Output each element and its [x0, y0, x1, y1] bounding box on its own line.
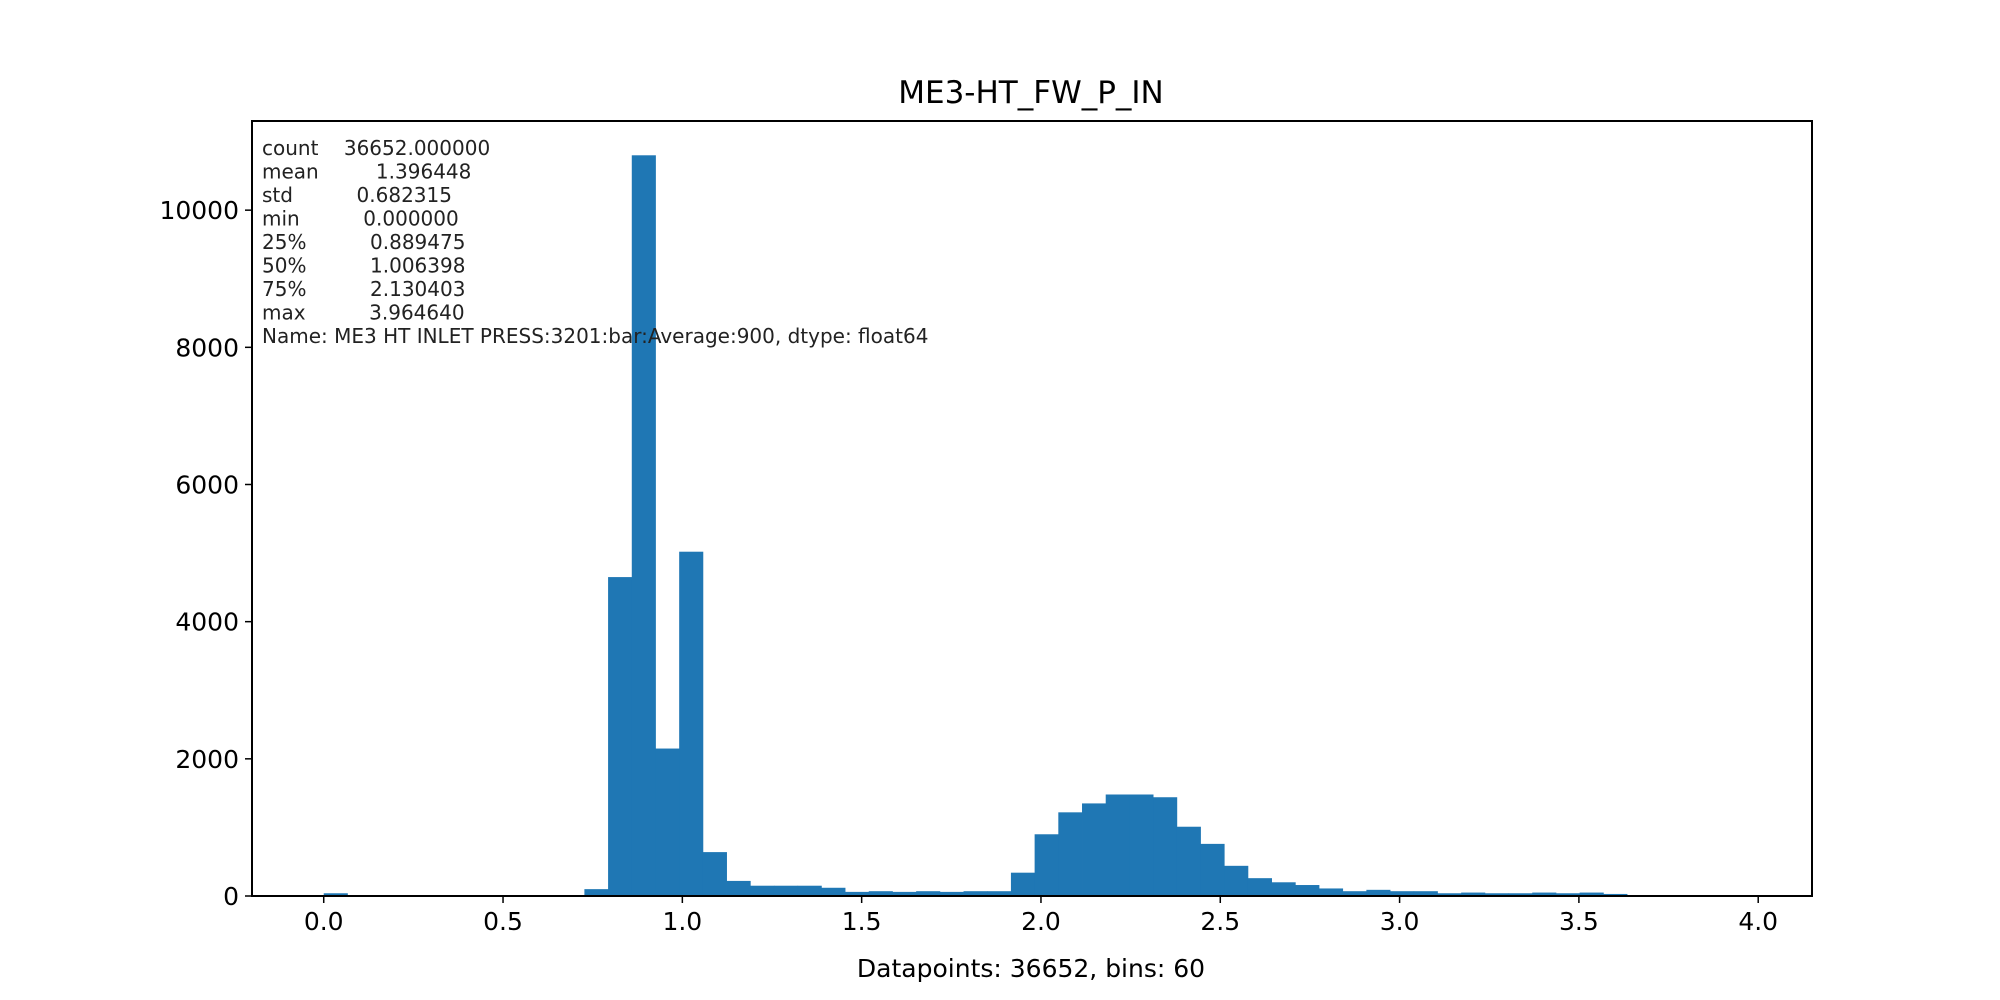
x-tick-label: 1.5	[842, 907, 882, 936]
chart-title: ME3-HT_FW_P_IN	[898, 75, 1164, 111]
histogram-bars	[323, 155, 1628, 896]
histogram-bar	[1366, 889, 1391, 896]
histogram-bar	[1555, 893, 1581, 896]
histogram-bar	[845, 891, 870, 896]
x-tick-label: 3.0	[1380, 907, 1420, 936]
y-tick-label: 4000	[175, 608, 239, 637]
histogram-bar	[631, 155, 656, 896]
histogram-bar	[1484, 893, 1509, 896]
x-axis-ticks: 0.0 0.5 1.0 1.5 2.0 2.5 3.0 3.5 4.0	[304, 896, 1778, 936]
stats-line: mean 1.396448	[262, 160, 471, 184]
x-tick-label: 0.0	[304, 907, 344, 936]
stats-line: std 0.682315	[262, 183, 452, 207]
histogram-bar	[821, 887, 846, 896]
y-tick-label: 2000	[175, 745, 239, 774]
histogram-bar	[1034, 834, 1059, 896]
plot-frame	[251, 120, 1813, 897]
stats-line: Name: ME3 HT INLET PRESS:3201:bar:Averag…	[262, 324, 928, 348]
y-axis-ticks: 0 2000 4000 6000 8000 10000	[159, 196, 252, 911]
histogram-bar	[1082, 803, 1107, 896]
histogram-bar	[1129, 794, 1154, 896]
histogram-bar	[1058, 812, 1083, 896]
histogram-bar	[892, 891, 917, 896]
stats-line: count 36652.000000	[262, 136, 490, 160]
y-tick-label: 0	[223, 882, 239, 911]
y-tick-label: 8000	[175, 333, 239, 362]
histogram-bar	[987, 891, 1012, 896]
histogram-bar	[1413, 891, 1438, 896]
histogram-bar	[608, 577, 633, 896]
histogram-bar	[963, 891, 988, 896]
histogram-bar	[1295, 885, 1320, 896]
histogram-bar	[1342, 891, 1367, 896]
histogram-bar	[773, 885, 799, 896]
histogram-bar	[323, 893, 348, 896]
histogram-bar	[1224, 865, 1249, 896]
x-tick-label: 0.5	[483, 907, 523, 936]
x-tick-label: 2.0	[1021, 907, 1061, 936]
histogram-bar	[1153, 797, 1178, 896]
histogram-bar	[702, 852, 727, 896]
stats-line: max 3.964640	[262, 301, 465, 325]
histogram-bar	[584, 889, 609, 896]
histogram-bar	[1010, 872, 1036, 896]
histogram-bar	[1508, 893, 1533, 896]
histogram-bar	[1390, 891, 1415, 896]
stats-line: 25% 0.889475	[262, 230, 465, 254]
histogram-bar	[1271, 882, 1296, 896]
x-tick-label: 2.5	[1200, 907, 1240, 936]
histogram-bar	[1105, 794, 1130, 896]
histogram-bar	[797, 885, 822, 896]
histogram-bar	[1579, 892, 1604, 896]
histogram-bar	[1200, 843, 1225, 896]
histogram-bar	[868, 891, 893, 896]
y-tick-label: 10000	[159, 196, 239, 225]
histogram-bar	[1247, 878, 1272, 896]
y-tick-label: 6000	[175, 470, 239, 499]
histogram-bar	[655, 748, 680, 896]
x-tick-label: 4.0	[1738, 907, 1778, 936]
histogram-bar	[750, 885, 775, 896]
x-tick-label: 3.5	[1559, 907, 1599, 936]
histogram-bar	[1318, 888, 1344, 896]
histogram-bar	[679, 551, 704, 896]
stats-line: 75% 2.130403	[262, 277, 465, 301]
histogram-bar	[1437, 893, 1462, 896]
histogram-bar	[726, 880, 751, 896]
x-axis-label: Datapoints: 36652, bins: 60	[857, 954, 1205, 983]
histogram-bar	[1603, 893, 1628, 896]
histogram-bar	[916, 891, 941, 896]
histogram-bar	[1176, 826, 1201, 896]
x-tick-label: 1.0	[662, 907, 702, 936]
histogram-bar	[1532, 892, 1557, 896]
histogram-bar	[1461, 892, 1486, 896]
stats-line: 50% 1.006398	[262, 254, 465, 278]
histogram-bar	[939, 891, 964, 896]
stats-line: min 0.000000	[262, 207, 459, 231]
